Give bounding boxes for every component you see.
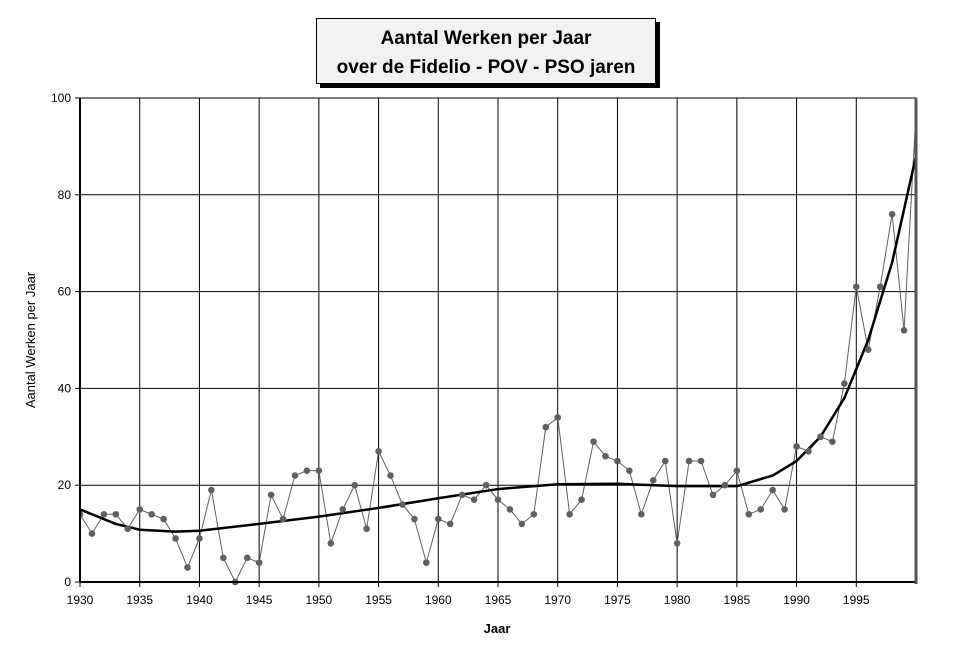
data-point bbox=[220, 554, 227, 562]
data-point bbox=[375, 448, 382, 455]
x-tick-label: 1950 bbox=[306, 593, 333, 607]
data-point bbox=[721, 481, 729, 489]
data-point bbox=[267, 491, 275, 499]
data-point bbox=[852, 283, 860, 291]
data-point bbox=[554, 414, 562, 421]
data-point bbox=[566, 510, 573, 518]
x-tick-label: 1930 bbox=[67, 593, 94, 607]
data-point bbox=[148, 510, 155, 518]
data-point bbox=[387, 472, 394, 479]
data-point bbox=[661, 457, 669, 465]
data-point bbox=[243, 554, 251, 562]
x-tick-label: 1935 bbox=[126, 593, 153, 607]
data-point bbox=[602, 452, 609, 460]
data-point bbox=[303, 467, 311, 474]
series-group bbox=[80, 112, 916, 586]
x-tick-label: 1945 bbox=[246, 593, 273, 607]
data-point bbox=[184, 564, 191, 571]
data-point bbox=[697, 457, 705, 465]
data-point bbox=[446, 520, 454, 528]
axes: 1930 1935 1940 1945 1950 1955 1960 1965 1970 1975… bbox=[51, 91, 918, 607]
data-point bbox=[172, 535, 179, 542]
data-point bbox=[888, 210, 896, 218]
data-point bbox=[458, 491, 466, 499]
data-point bbox=[399, 501, 406, 508]
y-tick-label: 100 bbox=[51, 91, 71, 105]
data-point bbox=[757, 506, 765, 513]
data-point bbox=[100, 510, 108, 518]
data-point bbox=[781, 506, 788, 513]
data-point bbox=[160, 515, 167, 523]
data-point bbox=[423, 559, 430, 566]
chart-title: Aantal Werken per Jaar over de Fidelio -… bbox=[316, 18, 656, 84]
data-point bbox=[626, 467, 633, 474]
data-point bbox=[829, 438, 836, 445]
y-axis-label: Aantal Werken per Jaar bbox=[23, 271, 38, 408]
data-point bbox=[506, 506, 514, 513]
data-point bbox=[709, 491, 717, 499]
x-tick-label: 1960 bbox=[425, 593, 452, 607]
x-tick-label: 1995 bbox=[843, 593, 870, 607]
data-point bbox=[291, 472, 299, 479]
data-point bbox=[339, 506, 347, 513]
data-point bbox=[196, 535, 203, 542]
data-point bbox=[649, 477, 657, 484]
data-point bbox=[578, 496, 585, 504]
data-point bbox=[411, 515, 418, 523]
data-point bbox=[685, 457, 693, 465]
title-line-1: Aantal Werken per Jaar bbox=[380, 28, 592, 49]
data-point bbox=[136, 506, 144, 513]
data-point bbox=[327, 539, 335, 547]
data-point bbox=[363, 525, 370, 533]
trend-line bbox=[80, 155, 916, 533]
data-point bbox=[817, 433, 824, 441]
data-point bbox=[482, 481, 490, 489]
data-point bbox=[733, 467, 741, 474]
x-tick-label: 1940 bbox=[186, 593, 213, 607]
x-axis-label: Jaar bbox=[484, 621, 511, 636]
data-point bbox=[745, 510, 753, 518]
title-line-2: over de Fidelio - POV - PSO jaren bbox=[336, 57, 636, 78]
y-tick-label: 60 bbox=[58, 285, 72, 299]
x-tick-label: 1965 bbox=[485, 593, 512, 607]
data-point bbox=[88, 530, 96, 537]
data-point bbox=[112, 510, 120, 518]
data-point bbox=[876, 283, 884, 291]
data-point bbox=[255, 559, 263, 566]
data-point bbox=[542, 423, 550, 431]
data-point bbox=[279, 515, 287, 523]
data-point bbox=[638, 510, 645, 518]
x-tick-label: 1985 bbox=[724, 593, 751, 607]
y-tick-label: 80 bbox=[58, 188, 72, 202]
data-point bbox=[841, 380, 848, 387]
y-tick-label: 0 bbox=[64, 575, 71, 589]
data-point bbox=[208, 486, 215, 494]
data-point bbox=[530, 510, 538, 518]
data-point bbox=[614, 457, 621, 465]
data-point bbox=[793, 443, 800, 450]
x-tick-label: 1970 bbox=[544, 593, 571, 607]
y-tick-label: 20 bbox=[58, 478, 72, 492]
data-point bbox=[673, 539, 681, 547]
data-point bbox=[900, 327, 908, 334]
grid bbox=[79, 97, 916, 583]
data-point bbox=[769, 486, 776, 494]
data-point bbox=[805, 448, 812, 455]
data-point bbox=[864, 346, 872, 353]
y-tick-label: 40 bbox=[58, 381, 72, 395]
x-tick-label: 1975 bbox=[604, 593, 631, 607]
x-tick-label: 1955 bbox=[365, 593, 392, 607]
data-point bbox=[470, 496, 478, 504]
data-point bbox=[434, 515, 442, 523]
data-point bbox=[315, 467, 323, 474]
data-point bbox=[124, 525, 132, 533]
data-point bbox=[494, 496, 502, 504]
series-layer bbox=[80, 112, 916, 586]
data-point bbox=[351, 481, 358, 489]
data-point bbox=[518, 520, 526, 528]
x-tick-label: 1990 bbox=[783, 593, 810, 607]
data-point bbox=[590, 438, 597, 445]
x-tick-label: 1980 bbox=[664, 593, 691, 607]
